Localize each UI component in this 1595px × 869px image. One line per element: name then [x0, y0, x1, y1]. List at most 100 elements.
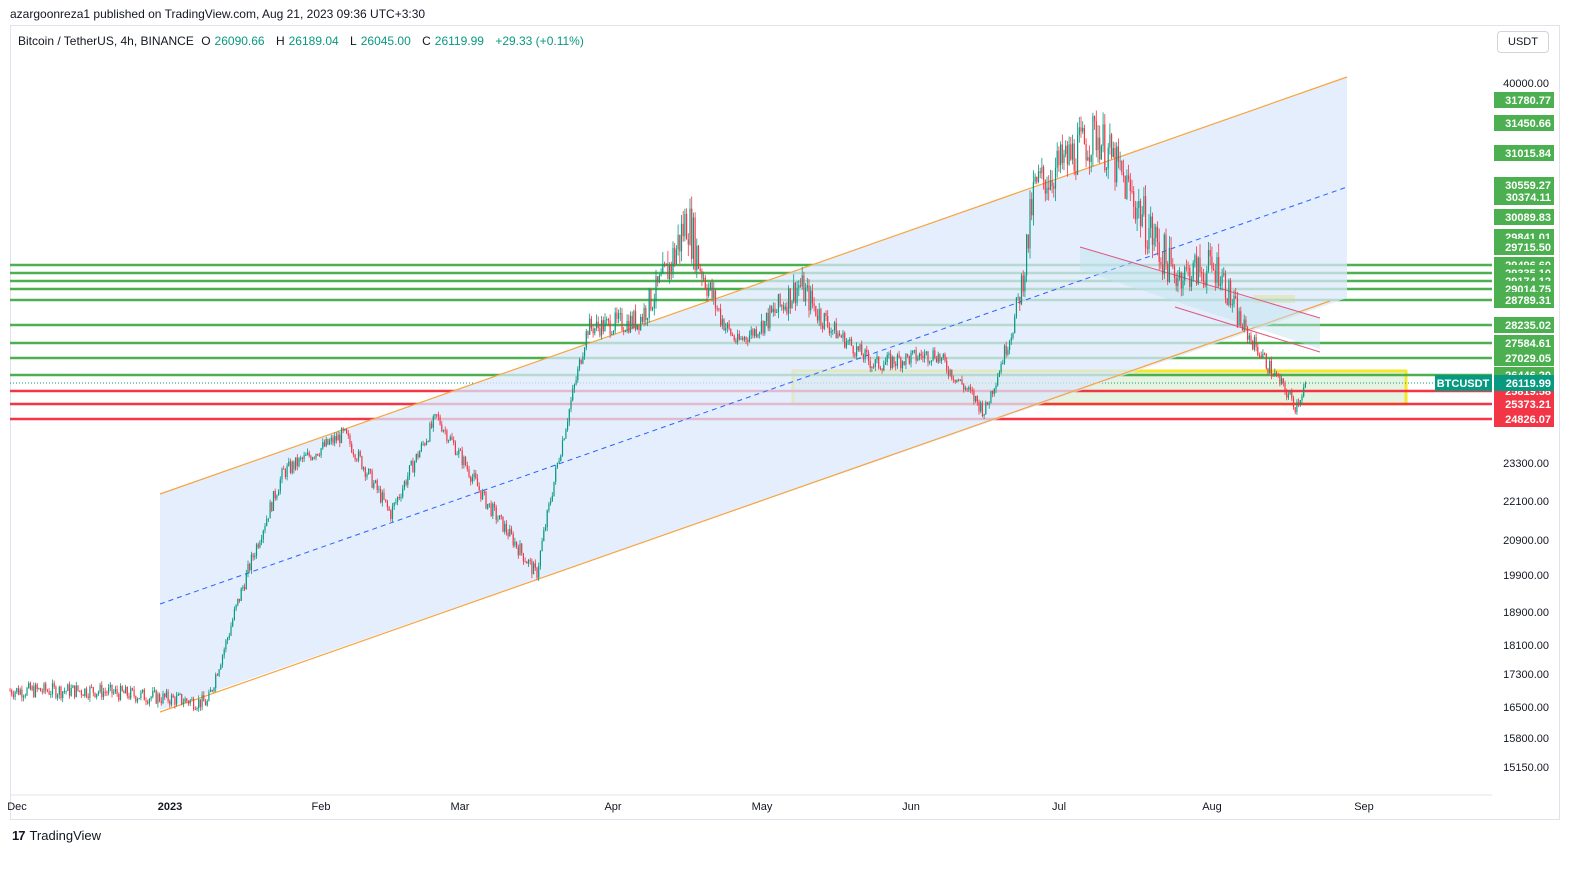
candle-body: [393, 502, 395, 507]
candle-body: [196, 707, 198, 710]
candle-body: [245, 573, 247, 590]
candle-body: [181, 693, 183, 704]
candle-body: [1219, 284, 1221, 286]
candle-body: [1111, 134, 1113, 157]
candle-body: [1289, 391, 1291, 395]
candle-body: [431, 423, 433, 428]
candle-body: [1235, 296, 1237, 298]
candle-body: [1187, 267, 1189, 269]
y-tick-label: 16500.00: [1503, 702, 1549, 714]
tradingview-logo-icon: 17: [12, 828, 26, 843]
symbol-title[interactable]: Bitcoin / TetherUS, 4h, BINANCE: [18, 34, 194, 48]
candle-body: [686, 213, 688, 240]
candle-body: [1211, 256, 1213, 270]
candle-body: [91, 686, 93, 688]
candle-body: [946, 360, 948, 371]
candle-body: [1177, 277, 1179, 286]
candle-body: [653, 301, 655, 308]
candle-body: [446, 430, 448, 442]
candle-body: [626, 320, 628, 332]
candle-body: [867, 352, 870, 361]
candle-body: [198, 699, 200, 708]
low-value: 26045.00: [360, 34, 411, 48]
candle-body: [380, 488, 382, 503]
candle-body: [232, 619, 234, 627]
candle-body: [924, 353, 926, 359]
candle-body: [221, 655, 224, 665]
candle-body: [383, 492, 385, 500]
candle-body: [663, 264, 666, 266]
candle-body: [1060, 144, 1062, 166]
candle-body: [325, 439, 327, 447]
candle-body: [886, 354, 888, 362]
candle-body: [323, 442, 326, 447]
candle-body: [1206, 270, 1208, 286]
candle-body: [1190, 279, 1193, 287]
candle-body: [891, 356, 893, 368]
candle-body: [942, 354, 944, 358]
candle-body: [1109, 134, 1111, 148]
candle-body: [19, 689, 21, 695]
candle-body: [26, 687, 28, 696]
candle-body: [269, 502, 271, 519]
candle-body: [986, 402, 989, 405]
candle-body: [1160, 262, 1162, 265]
candle-body: [973, 391, 975, 402]
candle-body: [199, 699, 201, 708]
candle-body: [351, 444, 353, 453]
candle-body: [628, 320, 630, 333]
candle-body: [759, 332, 761, 335]
candle-body: [218, 669, 220, 676]
candle-body: [1024, 275, 1026, 292]
candle-body: [793, 282, 795, 301]
candle-body: [635, 311, 637, 330]
candle-body: [187, 701, 190, 704]
candle-body: [578, 359, 581, 369]
candle-body: [108, 687, 110, 694]
candle-body: [1044, 180, 1046, 194]
candle-body: [1221, 274, 1223, 285]
candle-body: [1078, 127, 1080, 136]
candle-body: [1012, 333, 1014, 338]
currency-button[interactable]: USDT: [1497, 31, 1549, 53]
candle-body: [913, 350, 915, 352]
candle-body: [1002, 363, 1004, 365]
candle-body: [932, 350, 934, 361]
candle-body: [318, 455, 320, 457]
candle-body: [1204, 281, 1206, 286]
candle-body: [839, 333, 841, 336]
candle-body: [720, 308, 722, 326]
candle-body: [60, 686, 62, 699]
candle-body: [1292, 398, 1295, 408]
candle-body: [106, 692, 108, 694]
candle-body: [521, 543, 523, 554]
candle-body: [1015, 297, 1017, 317]
candle-body: [845, 341, 847, 348]
candle-body: [167, 691, 169, 702]
candle-body: [456, 454, 458, 456]
candle-body: [259, 542, 261, 548]
candle-body: [786, 306, 788, 314]
candle-body: [592, 328, 594, 334]
last-price-tag: [1494, 375, 1554, 391]
candle-body: [308, 452, 310, 457]
level-tag-label: 29715.50: [1505, 242, 1551, 254]
tradingview-brand: 17 TradingView: [12, 828, 101, 843]
candle-body: [784, 306, 786, 310]
candle-body: [313, 457, 315, 459]
candle-body: [366, 474, 368, 477]
candle-body: [1282, 378, 1284, 383]
candle-body: [1167, 263, 1169, 283]
candle-body: [929, 362, 931, 364]
candle-body: [451, 436, 453, 440]
candle-body: [951, 369, 953, 379]
candle-body: [1014, 316, 1016, 334]
candle-body: [152, 691, 154, 697]
close-value: 26119.99: [434, 34, 484, 48]
candle-body: [67, 684, 69, 691]
candle-body: [1070, 144, 1072, 160]
candle-body: [806, 285, 808, 289]
candle-body: [320, 448, 322, 456]
candle-body: [109, 684, 111, 688]
